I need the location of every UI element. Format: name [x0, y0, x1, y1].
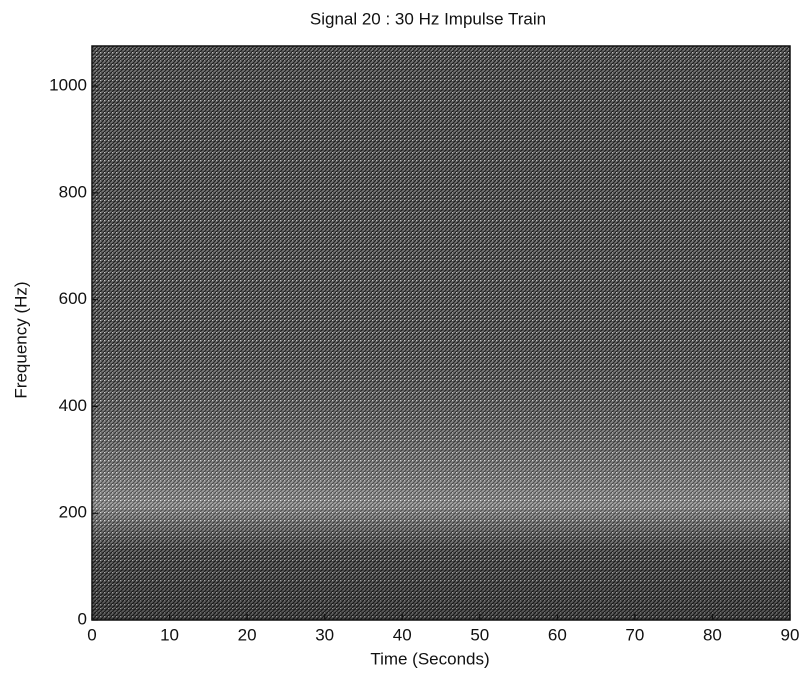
- y-tick-label: 200: [59, 503, 87, 522]
- x-tick-label: 90: [781, 625, 800, 644]
- x-tick-label: 20: [238, 625, 257, 644]
- y-axis-label: Frequency (Hz): [11, 281, 30, 398]
- chart-title: Signal 20 : 30 Hz Impulse Train: [310, 9, 546, 28]
- x-tick-label: 40: [393, 625, 412, 644]
- x-tick-label: 70: [625, 625, 644, 644]
- x-tick-label: 60: [548, 625, 567, 644]
- x-tick-label: 0: [87, 625, 96, 644]
- y-tick-label: 0: [78, 609, 87, 628]
- x-tick-label: 30: [315, 625, 334, 644]
- y-tick-label: 400: [59, 396, 87, 415]
- plot-frame: [91, 45, 791, 621]
- x-tick-label: 80: [703, 625, 722, 644]
- y-tick-label: 1000: [49, 76, 87, 95]
- x-tick-label: 10: [160, 625, 179, 644]
- y-tick-label: 600: [59, 289, 87, 308]
- x-axis-label: Time (Seconds): [370, 649, 489, 668]
- x-tick-label: 50: [470, 625, 489, 644]
- spectrogram-image: [92, 46, 790, 620]
- y-tick-label: 800: [59, 182, 87, 201]
